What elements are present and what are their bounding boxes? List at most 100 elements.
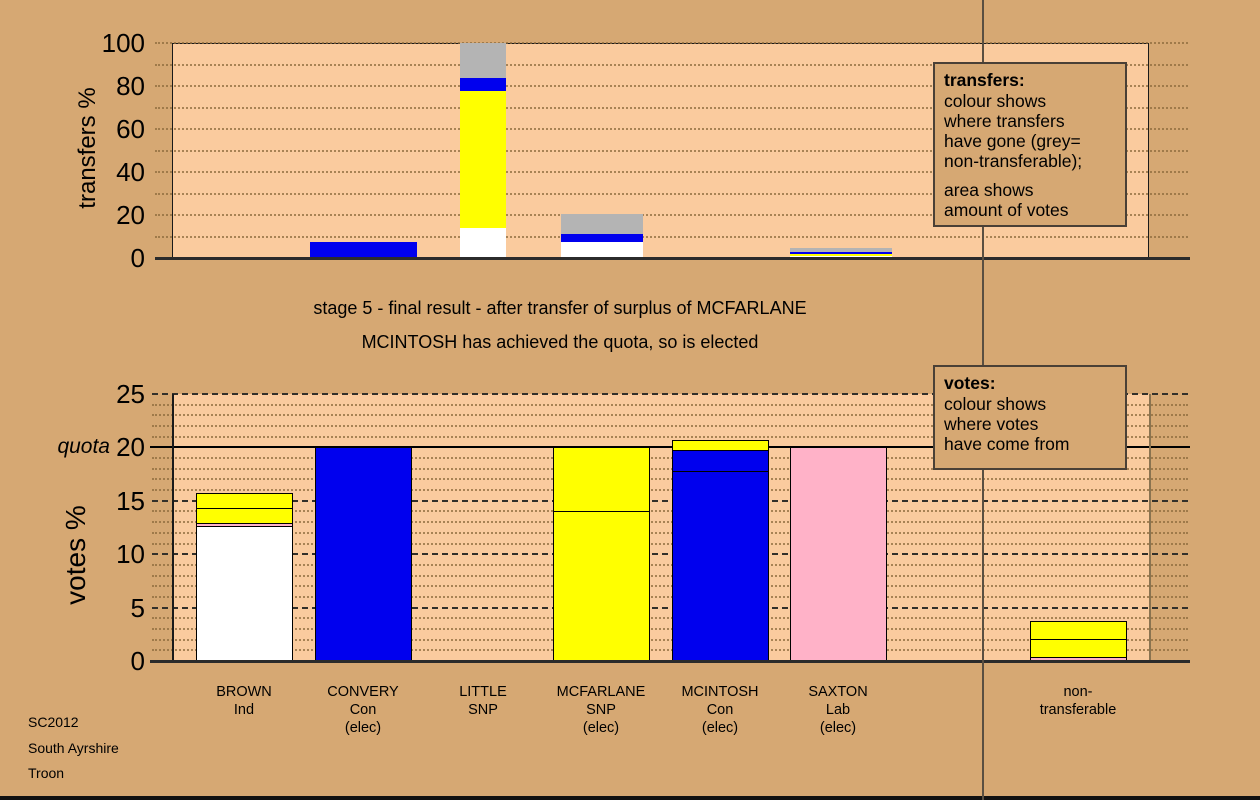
x-label-line: CONVERY: [327, 684, 399, 700]
votes-legend: votes: colour shows where votes have come f…: [933, 365, 1127, 470]
y-tick-label: 20: [116, 200, 145, 230]
stage-caption: stage 5 - final result - after transfer …: [160, 298, 960, 352]
x-label-line: MCINTOSH: [681, 684, 759, 700]
x-label-line: SNP: [468, 702, 498, 718]
gridline-minor: [152, 563, 1188, 566]
x-axis-line: [155, 257, 1190, 260]
x-label-convery: CONVERY Con (elec): [285, 683, 441, 737]
gridline-minor: [155, 235, 1188, 238]
x-label-line: (elec): [819, 720, 857, 736]
gridline-minor: [155, 171, 1188, 173]
x-label-mcfarlane: MCFARLANE SNP (elec): [523, 683, 679, 737]
x-label-line: SAXTON: [808, 684, 868, 700]
stage-caption-line1: stage 5 - final result - after transfer …: [313, 298, 807, 318]
y-tick-label: 0: [130, 243, 145, 273]
gridline-minor: [152, 627, 1188, 630]
gridline-minor: [152, 542, 1188, 545]
gridline-minor: [155, 128, 1188, 130]
legend-line: area shows: [944, 180, 1034, 200]
bar-mcfarlane-segment: [553, 447, 650, 513]
gridline-minor: [155, 214, 1188, 216]
quota-label: quota: [57, 435, 110, 459]
x-label-brown: BROWN Ind: [166, 683, 322, 719]
legend-line: non-transferable);: [944, 151, 1083, 171]
gridline-minor: [152, 617, 1188, 620]
y-axis-line: [172, 394, 174, 663]
gridline-minor: [152, 467, 1188, 470]
stage-caption-line2: MCINTOSH has achieved the quota, so is e…: [361, 332, 759, 352]
votes-legend-paragraph: colour shows where votes have come from: [944, 394, 1116, 454]
x-label-line: LITTLE: [459, 684, 507, 700]
gridline-minor: [152, 435, 1188, 438]
gridline-major: [152, 499, 1188, 502]
transfers-legend-paragraph: area shows amount of votes: [944, 180, 1116, 220]
gridline-minor: [152, 510, 1188, 513]
bar-brown-segment: [196, 508, 293, 525]
x-label-line: (elec): [701, 720, 739, 736]
gridline-major: [152, 606, 1188, 609]
bar-little-segment: [460, 43, 506, 79]
transfers-legend-paragraph: colour shows where transfers have gone (gr…: [944, 91, 1116, 171]
y-tick-label: 100: [101, 28, 145, 58]
x-label-line: Con: [349, 702, 377, 718]
gridline-minor: [155, 149, 1188, 152]
gridline-minor: [152, 457, 1188, 460]
transfers-legend-title: transfers:: [944, 70, 1025, 90]
gridline-minor: [152, 531, 1188, 534]
election-id-council: South Ayrshire: [28, 739, 119, 756]
y-tick-label: 80: [116, 71, 145, 101]
x-label-line: transferable: [1039, 702, 1117, 718]
gridline-minor: [155, 192, 1188, 195]
gridline-minor: [152, 638, 1188, 641]
x-label-line: Ind: [233, 702, 255, 718]
gridline-minor: [155, 42, 1188, 44]
y-axis-title: votes %: [60, 505, 91, 605]
bar-convery-segment: [310, 241, 417, 258]
bar-saxton-segment: [790, 251, 892, 254]
y-tick-label: 5: [130, 592, 145, 623]
bar-saxton-segment: [790, 247, 892, 252]
x-label-little: LITTLE SNP: [405, 683, 561, 719]
election-id-code: SC2012: [28, 714, 79, 730]
x-label-saxton: SAXTON Lab (elec): [760, 683, 916, 737]
y-tick-label: 40: [116, 157, 145, 187]
bar-mcfarlane-segment: [561, 242, 643, 258]
legend-line: amount of votes: [944, 200, 1069, 220]
x-label-mcintosh: MCINTOSH Con (elec): [642, 683, 798, 737]
bar-mcfarlane-segment: [553, 511, 650, 662]
y-tick-label: 0: [130, 646, 145, 676]
gridline-minor: [155, 106, 1188, 109]
legend-line: have gone (grey=: [944, 131, 1081, 151]
legend-line: colour shows: [944, 91, 1047, 111]
gridline-minor: [152, 585, 1188, 588]
gridline-minor: [152, 403, 1188, 406]
bar-nontransferable-segment: [1030, 638, 1127, 659]
bar-little-segment: [460, 227, 506, 258]
legend-line: colour shows: [944, 394, 1047, 414]
gridline-minor: [152, 649, 1188, 652]
x-axis-line: [150, 660, 1190, 663]
x-label-line: Con: [706, 702, 734, 718]
legend-line: have come from: [944, 434, 1070, 454]
gridline-minor: [152, 478, 1188, 481]
gridline-minor: [152, 595, 1188, 598]
x-label-line: (elec): [582, 720, 620, 736]
gridline-minor: [152, 574, 1188, 577]
transfers-legend: transfers: colour shows where transfers hav…: [933, 62, 1127, 227]
x-label-line: BROWN: [216, 684, 272, 700]
bar-mcfarlane-segment: [561, 233, 643, 243]
election-id-ward: Troon: [28, 765, 65, 781]
gridline-minor: [155, 85, 1188, 87]
bar-mcintosh-segment: [672, 470, 769, 662]
x-label-line: (elec): [344, 720, 382, 736]
election-id: SC2012 South Ayrshire Troon: [28, 710, 119, 787]
plot-right-edge: [1149, 394, 1151, 663]
gridline-minor: [152, 521, 1188, 524]
gridline-major: [152, 553, 1188, 556]
y-tick-label: 60: [116, 114, 145, 144]
bar-mcintosh-segment: [672, 449, 769, 472]
x-label-line: non-: [1063, 684, 1093, 700]
